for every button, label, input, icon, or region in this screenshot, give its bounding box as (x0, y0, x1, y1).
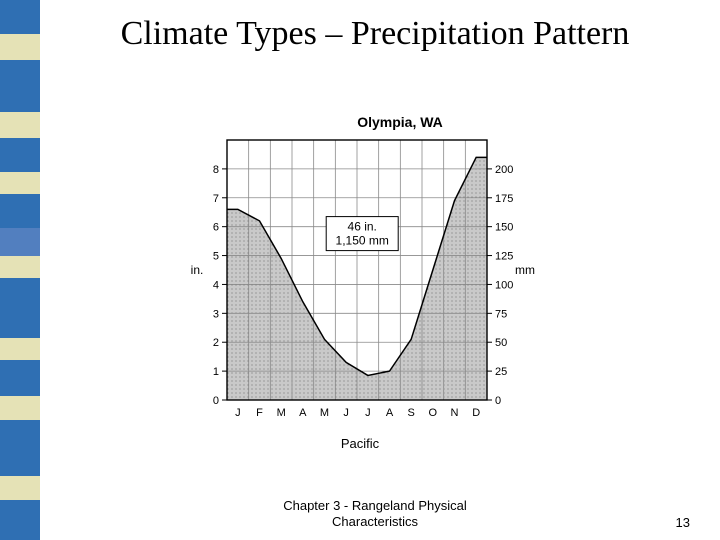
svg-text:50: 50 (495, 337, 507, 349)
footer-line1: Chapter 3 - Rangeland Physical (283, 498, 467, 513)
precip-chart: Olympia, WA 0 1 2 3 4 5 6 7 8 0 25 50 75 100 125 150 175… (180, 114, 540, 474)
slide-footer: Chapter 3 - Rangeland Physical Character… (60, 498, 690, 531)
svg-text:J: J (343, 407, 349, 419)
svg-text:F: F (256, 407, 263, 419)
svg-text:125: 125 (495, 251, 513, 263)
page-title: Climate Types – Precipitation Pattern (60, 14, 690, 54)
svg-text:1: 1 (213, 366, 219, 378)
page-number: 13 (650, 515, 690, 530)
svg-text:4: 4 (213, 279, 219, 291)
svg-text:M: M (320, 407, 329, 419)
svg-text:N: N (451, 407, 459, 419)
svg-text:100: 100 (495, 279, 513, 291)
chart-subtitle: Pacific (341, 436, 379, 451)
svg-text:A: A (299, 407, 307, 419)
svg-text:75: 75 (495, 308, 507, 320)
svg-text:5: 5 (213, 251, 219, 263)
svg-text:7: 7 (213, 193, 219, 205)
svg-text:0: 0 (495, 395, 501, 407)
svg-text:mm: mm (515, 263, 535, 277)
footer-line2: Characteristics (332, 514, 418, 529)
slide: Climate Types – Precipitation Pattern Ol… (0, 0, 720, 540)
footer-center: Chapter 3 - Rangeland Physical Character… (100, 498, 650, 531)
svg-text:0: 0 (213, 395, 219, 407)
svg-text:150: 150 (495, 222, 513, 234)
svg-text:175: 175 (495, 193, 513, 205)
svg-text:2: 2 (213, 337, 219, 349)
svg-text:A: A (386, 407, 394, 419)
svg-text:3: 3 (213, 308, 219, 320)
svg-text:8: 8 (213, 164, 219, 176)
svg-text:6: 6 (213, 222, 219, 234)
svg-text:S: S (407, 407, 414, 419)
svg-text:in.: in. (191, 263, 204, 277)
svg-text:J: J (235, 407, 241, 419)
svg-text:J: J (365, 407, 371, 419)
svg-text:1,150 mm: 1,150 mm (336, 234, 389, 248)
svg-text:46 in.: 46 in. (348, 220, 377, 234)
svg-text:M: M (277, 407, 286, 419)
svg-text:O: O (429, 407, 438, 419)
side-decoration (0, 0, 40, 540)
svg-text:D: D (472, 407, 480, 419)
svg-text:200: 200 (495, 164, 513, 176)
chart-canvas: 0 1 2 3 4 5 6 7 8 0 25 50 75 100 125 150 175 200 J F M A M J J A S… (183, 132, 537, 430)
svg-text:25: 25 (495, 366, 507, 378)
chart-title: Olympia, WA (357, 114, 443, 130)
